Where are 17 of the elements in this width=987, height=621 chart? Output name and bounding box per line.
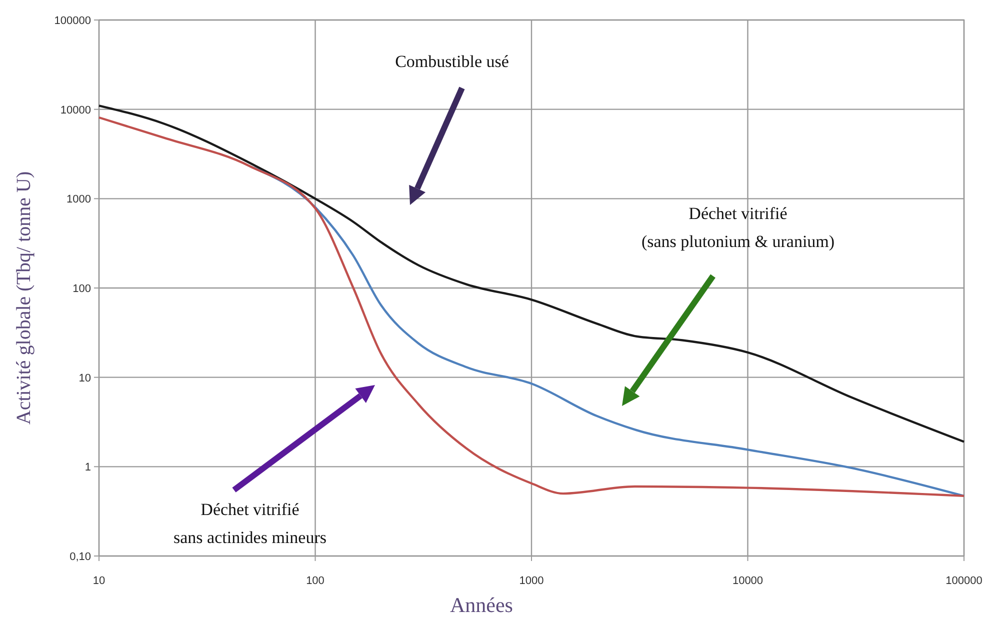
x-axis-title: Années (450, 593, 513, 617)
x-tick-label: 100000 (946, 575, 982, 587)
y-tick-label: 0,10 (70, 551, 91, 563)
annotation: Déchet vitrifié sans actinides mineurs (174, 500, 326, 547)
x-tick-label: 10000 (732, 575, 764, 587)
y-tick-label: 1000 (66, 194, 91, 206)
y-axis-title: Activité globale (Tbq/ tonne U) (13, 171, 35, 425)
x-tick-label: 10 (92, 575, 106, 587)
y-tick-label: 100 (72, 283, 91, 295)
y-tick-label: 100000 (54, 15, 91, 27)
y-tick-label: 10 (78, 372, 91, 384)
annotation: Combustible usé (395, 52, 509, 71)
annotation: Déchet vitrifié (sans plutonium & uranium) (641, 204, 835, 251)
x-tick-label: 100 (306, 575, 324, 587)
x-tick-label: 1000 (519, 575, 544, 587)
y-tick-label: 10000 (60, 104, 91, 116)
y-tick-label: 1 (84, 462, 91, 474)
